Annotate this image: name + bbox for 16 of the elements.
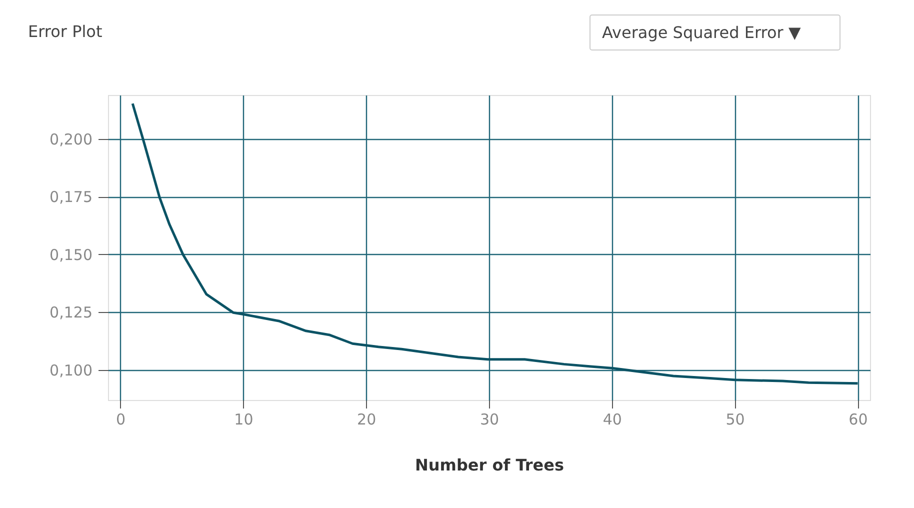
x-tick-label: 10 — [234, 410, 254, 428]
chart-title: Error Plot — [28, 22, 102, 41]
y-tick-label: 0,150 — [50, 246, 92, 264]
x-tick-label: 20 — [357, 410, 376, 428]
x-tick-label: 50 — [726, 410, 745, 428]
x-tick-label: 30 — [480, 410, 500, 428]
line-series — [131, 102, 859, 385]
x-tick-label: 40 — [602, 410, 622, 428]
x-axis-title: Number of Trees — [414, 456, 564, 474]
y-tick-label: 0,100 — [50, 361, 92, 380]
x-tick-label: 60 — [848, 410, 868, 428]
y-tick-label: 0,200 — [50, 130, 92, 148]
y-tick-label: 0,125 — [50, 304, 92, 322]
x-tick-label: 0 — [116, 410, 126, 428]
text: Average Squared Error ▼ — [602, 23, 802, 42]
y-tick-label: 0,175 — [50, 188, 92, 206]
